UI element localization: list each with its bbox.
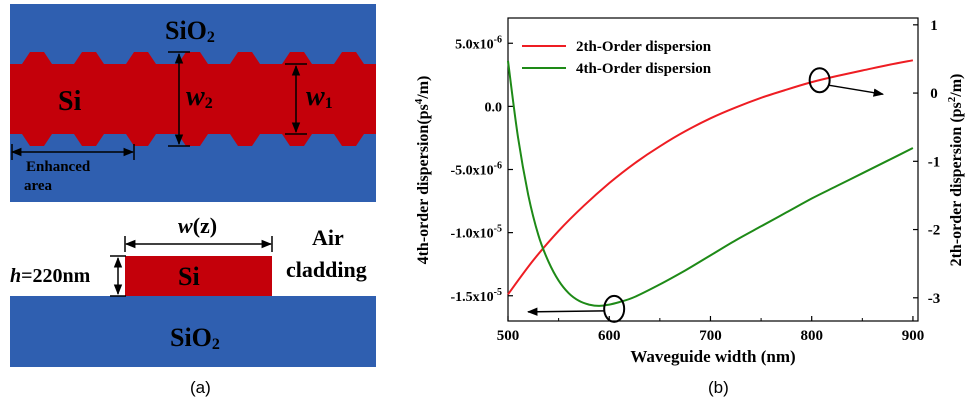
plot-frame <box>507 17 919 322</box>
y-left-tick-label: 5.0x10-6 <box>455 34 502 52</box>
caption-a: (a) <box>190 378 211 397</box>
annotation-ellipse-2nd-order <box>808 67 831 94</box>
y-right-tick-label: -3 <box>928 291 941 307</box>
w2-label: w2 <box>186 81 213 112</box>
silicon-waveguide <box>125 256 272 296</box>
annotation-arrow-left <box>526 307 605 316</box>
height-label: h=220nm <box>10 265 91 287</box>
y-right-tick-label: 1 <box>930 18 938 34</box>
x-tick-label: 800 <box>800 328 823 344</box>
y-axis-right-label: 2th-order dispersion (ps2/m) <box>946 74 965 267</box>
enhanced-area-label-1: Enhanced <box>26 159 91 175</box>
width-label: w(z) <box>178 213 217 238</box>
panel-a-bottom: Si SiO2 w(z) h=220nm Air cladding <box>10 213 376 367</box>
y-right-tick-label: -1 <box>928 154 941 170</box>
dispersion-chart: 500 600 700 800 900 5.0x10-6 0.0 -5.0x10-6 -1.0x… <box>413 17 965 366</box>
silicon-label-top: Si <box>58 86 82 117</box>
legend-label: 2th-Order dispersion <box>576 39 712 55</box>
silica-label-top: SiO2 <box>165 16 215 46</box>
y-right-tick-label: 0 <box>930 86 938 102</box>
y-left-tick-label: -1.5x10-5 <box>450 287 502 305</box>
air-cladding-label-2: cladding <box>286 257 367 282</box>
y-left-tick-label: -5.0x10-6 <box>450 161 502 179</box>
x-axis-label: Waveguide width (nm) <box>630 347 795 366</box>
y-right-tick-label: -2 <box>928 223 941 239</box>
panel-a-top: SiO2 Si w2 w1 Enhanced area <box>10 4 376 202</box>
annotation-ellipse-4th-order <box>603 294 626 323</box>
x-tick-label: 600 <box>598 328 621 344</box>
series-line-4th-order <box>507 60 914 307</box>
substrate-label: SiO2 <box>170 323 220 353</box>
silicon-core-corrugated <box>10 52 376 146</box>
series-line-2nd-order <box>507 59 914 295</box>
enhanced-area-label-2: area <box>24 178 53 194</box>
x-tick-label: 900 <box>902 328 925 344</box>
caption-b: (b) <box>708 378 729 397</box>
annotation-arrow-right <box>828 84 885 97</box>
w1-label: w1 <box>306 81 333 112</box>
x-tick-label: 500 <box>497 328 520 344</box>
silica-substrate <box>10 296 376 367</box>
y-left-tick-label: -1.0x10-5 <box>450 224 502 242</box>
silicon-label-bottom: Si <box>178 262 200 291</box>
x-tick-label: 700 <box>699 328 722 344</box>
legend-label: 4th-Order dispersion <box>576 61 712 77</box>
air-cladding-label-1: Air <box>312 225 344 250</box>
y-left-tick-label: 0.0 <box>485 100 503 115</box>
y-axis-left-label: 4th-order dispersion(ps4/m) <box>413 76 432 265</box>
